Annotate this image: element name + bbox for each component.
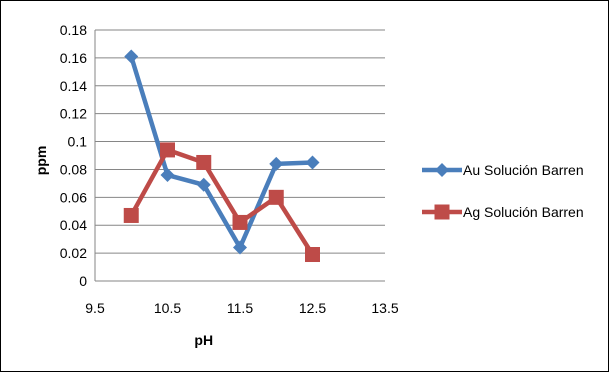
au-data-point [233, 240, 247, 255]
legend-marker [435, 163, 449, 177]
au-data-point [269, 156, 284, 171]
ag-data-point [268, 189, 284, 205]
ag-data-point [305, 247, 320, 263]
legend-label: Ag Solución Barren [463, 204, 584, 220]
legend-marker [434, 204, 450, 220]
x-tick-label: 11.5 [227, 300, 253, 316]
ag-data-point [123, 207, 139, 223]
au-data-point [305, 155, 320, 170]
y-axis-title: ppm [33, 146, 49, 176]
y-tick-label: 0.02 [60, 245, 87, 261]
y-tick-label: 0 [79, 273, 87, 289]
au-data-point [124, 49, 139, 64]
series-line-ag [129, 147, 315, 256]
y-tick-label: 0.1 [68, 134, 88, 150]
y-tick-label: 0.18 [60, 22, 87, 38]
ag-data-point [232, 214, 248, 230]
y-tick-label: 0.16 [60, 50, 87, 66]
y-tick-label: 0.08 [60, 161, 87, 177]
y-tick-label: 0.06 [60, 189, 87, 205]
y-tick-label: 0.04 [60, 217, 87, 233]
series-line-au [129, 55, 313, 250]
x-tick-label: 12.5 [299, 300, 326, 316]
au-data-point [160, 168, 175, 183]
ag-data-point [160, 142, 175, 158]
au-data-point [196, 177, 211, 192]
ag-data-point [196, 154, 212, 170]
x-tick-label: 10.5 [154, 300, 181, 316]
y-tick-label: 0.12 [60, 106, 87, 122]
x-axis-title: pH [194, 332, 213, 348]
legend-label: Au Solución Barren [463, 162, 584, 178]
x-tick-label: 9.5 [85, 300, 105, 316]
x-tick-label: 13.5 [371, 300, 398, 316]
y-tick-label: 0.14 [60, 78, 87, 94]
